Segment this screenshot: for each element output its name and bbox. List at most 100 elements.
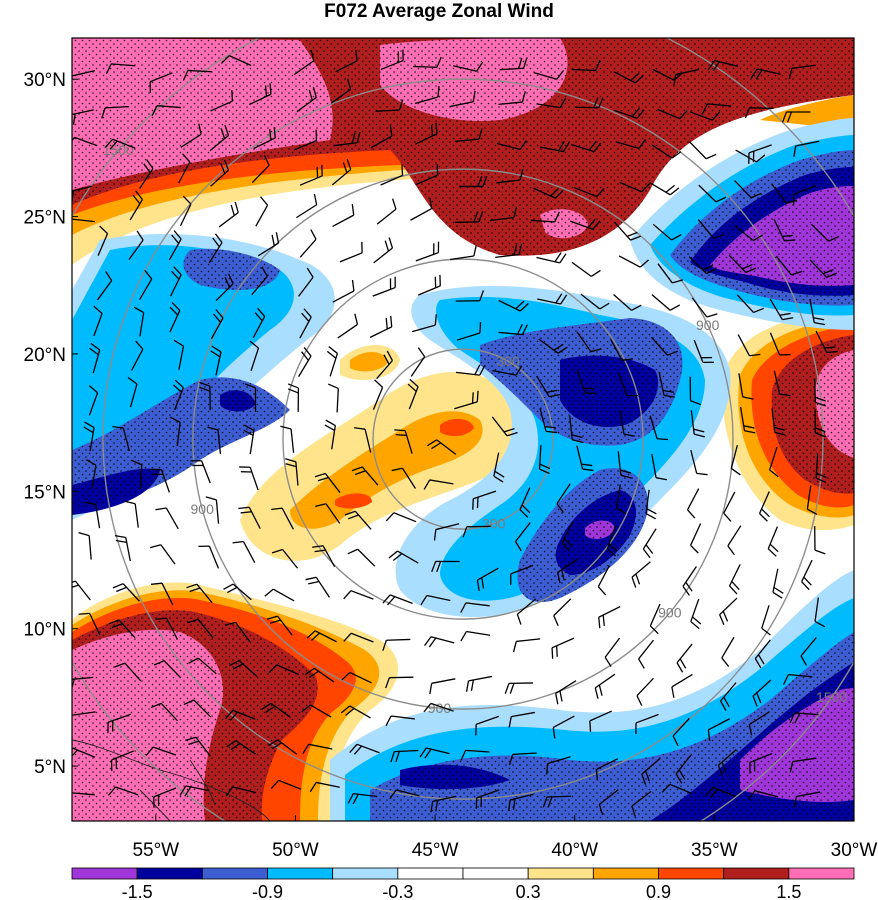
range-ring-label: 900 [191, 501, 215, 517]
wind-barb [649, 603, 661, 635]
wind-barb [813, 378, 826, 407]
wind-barb [801, 559, 813, 591]
wind-barb [370, 125, 393, 149]
wind-barb [631, 790, 652, 817]
colorbar-label: -1.5 [122, 882, 153, 900]
wind-barb [720, 682, 737, 711]
wind-barb [769, 332, 791, 356]
wind-barb [536, 252, 567, 264]
wind-barb [530, 211, 560, 223]
wind-barb [347, 548, 376, 567]
range-ring-label: 300 [482, 516, 506, 532]
wind-barb [72, 580, 91, 601]
wind-barb [155, 507, 179, 530]
wind-barb [309, 781, 340, 793]
range-ring-label: 300 [496, 353, 520, 369]
wind-barb [301, 704, 332, 718]
wind-barb [215, 273, 234, 302]
wind-barb [597, 565, 611, 596]
wind-barb [188, 657, 217, 675]
range-ring-label: 1500 [601, 8, 632, 24]
wind-barb [385, 512, 417, 523]
wind-barb [185, 736, 211, 757]
wind-barb [72, 109, 94, 125]
wind-barb [652, 223, 682, 241]
wind-barb [332, 279, 355, 303]
wind-barb [107, 786, 139, 796]
wind-barb [773, 370, 791, 397]
wind-barb [536, 97, 567, 109]
lon-tick-label: 35°W [691, 840, 738, 861]
wind-barb [88, 385, 99, 416]
wind-barb [641, 757, 661, 785]
wind-barb [270, 779, 302, 790]
wind-barb [652, 68, 683, 81]
wind-barb [689, 523, 702, 554]
wind-barb [460, 602, 490, 613]
wind-barb [179, 195, 192, 227]
range-ring [282, 258, 644, 620]
lon-tick-label: 45°W [412, 840, 459, 861]
wind-barb [210, 309, 224, 340]
wind-barb [208, 233, 223, 264]
wind-barb [225, 786, 257, 797]
wind-barb [690, 410, 705, 438]
wind-barb [84, 501, 101, 529]
wind-barb [810, 223, 839, 242]
wind-barb [380, 164, 404, 186]
wind-barb [472, 490, 497, 510]
wind-barb [124, 500, 139, 528]
wind-barb [351, 466, 379, 486]
wind-barb [333, 131, 361, 147]
wind-barb [107, 713, 132, 734]
wind-barb [385, 715, 415, 727]
wind-barb [150, 702, 179, 722]
wind-barb [512, 638, 541, 653]
wind-barb [574, 97, 604, 109]
wind-barb [173, 339, 185, 370]
wind-barb [657, 108, 688, 120]
wind-barb [635, 713, 659, 734]
wind-barb [546, 756, 571, 775]
wind-barb [343, 632, 374, 643]
wind-barb [618, 255, 649, 268]
lon-tick-label: 50°W [272, 840, 319, 861]
wind-barb [112, 426, 130, 452]
wind-barb [299, 164, 323, 186]
wind-barb [424, 636, 455, 648]
wind-barb [489, 206, 518, 222]
colorbar-swatch [723, 867, 790, 880]
wind-barb [719, 597, 738, 626]
wind-barb [172, 379, 184, 411]
wind-barb [642, 528, 657, 559]
wind-barb [112, 583, 140, 602]
wind-barb [728, 564, 741, 595]
wind-barb [372, 276, 396, 297]
wind-barb [331, 158, 352, 186]
wind-barb [89, 342, 101, 374]
wind-barb [78, 612, 101, 636]
colorbar-swatch [527, 867, 594, 880]
wind-barb [454, 211, 484, 223]
wind-barb [431, 560, 460, 572]
wind-barb [691, 297, 718, 318]
wind-barb [456, 322, 482, 341]
lat-tick-label: 25°N [24, 208, 66, 229]
wind-barb [72, 792, 95, 796]
wind-barb [673, 68, 700, 86]
wind-barb [631, 561, 651, 588]
wind-barb [97, 225, 109, 256]
wind-barb [324, 419, 336, 450]
wind-barb [595, 758, 619, 781]
wind-barb [412, 56, 442, 68]
wind-barb [682, 566, 697, 596]
wind-barb [150, 544, 176, 565]
wind-barb [72, 711, 96, 718]
wind-barb [423, 702, 454, 713]
wind-barb [376, 350, 393, 380]
wind-barb [354, 427, 372, 453]
wind-barb [519, 487, 531, 518]
wind-barb [748, 711, 770, 736]
wind-barb [183, 699, 212, 718]
wind-barb [420, 594, 451, 606]
